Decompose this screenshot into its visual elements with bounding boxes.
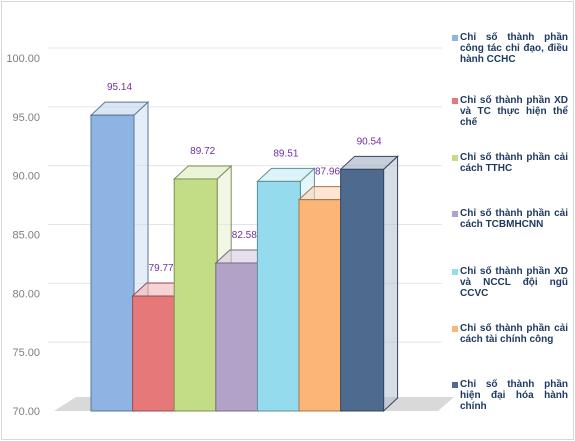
legend-swatch xyxy=(452,211,458,217)
y-tick-label: 100.00 xyxy=(6,53,40,65)
bar-front xyxy=(215,262,260,412)
legend-item: Chỉ số thành phần XD và TC thực hiện thể… xyxy=(452,95,568,128)
bar-1 xyxy=(89,101,150,413)
legend-item: Chỉ số thành phần XD và NCCL đội ngũ CCV… xyxy=(452,266,568,299)
bar-front xyxy=(173,178,218,412)
legend-label: Chỉ số thành phần cải cách tài chính côn… xyxy=(460,323,568,345)
y-tick-label: 75.00 xyxy=(12,347,40,359)
bars xyxy=(89,101,399,413)
legend-item: Chỉ số thành phần cải cách TTHC xyxy=(452,152,568,174)
legend-swatch xyxy=(452,98,458,104)
data-label: 89.72 xyxy=(190,146,215,157)
data-label: 90.54 xyxy=(357,136,382,147)
y-tick-label: 70.00 xyxy=(12,406,40,418)
data-label: 82.58 xyxy=(232,230,257,241)
legend-label: Chỉ số thành phần cải cách TCBMHCNN xyxy=(460,208,568,230)
legend-item: Chỉ số thành phần cải cách tài chính côn… xyxy=(452,323,568,345)
legend-label: Chỉ số thành phần XD và TC thực hiện thể… xyxy=(460,95,568,128)
legend-item: Chỉ số thành phần công tác chỉ đạo, điều… xyxy=(452,32,568,65)
legend-item: Chỉ số thành phần hiện đại hóa hành chín… xyxy=(452,379,568,412)
bar-front xyxy=(298,199,343,412)
legend-label: Chỉ số thành phần cải cách TTHC xyxy=(460,152,568,174)
y-tick-label: 90.00 xyxy=(12,171,40,183)
bar-front xyxy=(90,114,135,412)
legend-swatch xyxy=(452,155,458,161)
y-tick-label: 85.00 xyxy=(12,230,40,242)
data-labels: 95.14 79.77 89.72 82.58 89.51 87.96 90.54 xyxy=(107,82,382,274)
legend-item: Chỉ số thành phần cải cách TCBMHCNN xyxy=(452,208,568,230)
data-label: 89.51 xyxy=(273,148,298,159)
legend-label: Chỉ số thành phần XD và NCCL đội ngũ CCV… xyxy=(460,266,568,299)
y-tick-label: 80.00 xyxy=(12,288,40,300)
bar-side xyxy=(383,155,399,413)
bar-7 xyxy=(339,155,399,413)
legend-label: Chỉ số thành phần hiện đại hóa hành chín… xyxy=(460,379,568,412)
y-tick-label: 95.00 xyxy=(12,112,40,124)
legend-swatch xyxy=(452,269,458,275)
legend-swatch xyxy=(452,326,458,332)
bar-front xyxy=(256,180,301,412)
data-label: 95.14 xyxy=(107,82,132,93)
data-label: 79.77 xyxy=(149,263,174,274)
bar-front xyxy=(340,168,385,412)
legend-swatch xyxy=(452,35,458,41)
bar-front xyxy=(132,295,177,412)
y-axis: 70.00 75.00 80.00 85.00 90.00 95.00 100.00 xyxy=(6,53,40,418)
legend-swatch xyxy=(452,382,458,388)
legend-label: Chỉ số thành phần công tác chỉ đạo, điều… xyxy=(460,32,568,65)
data-label: 87.96 xyxy=(315,167,340,178)
